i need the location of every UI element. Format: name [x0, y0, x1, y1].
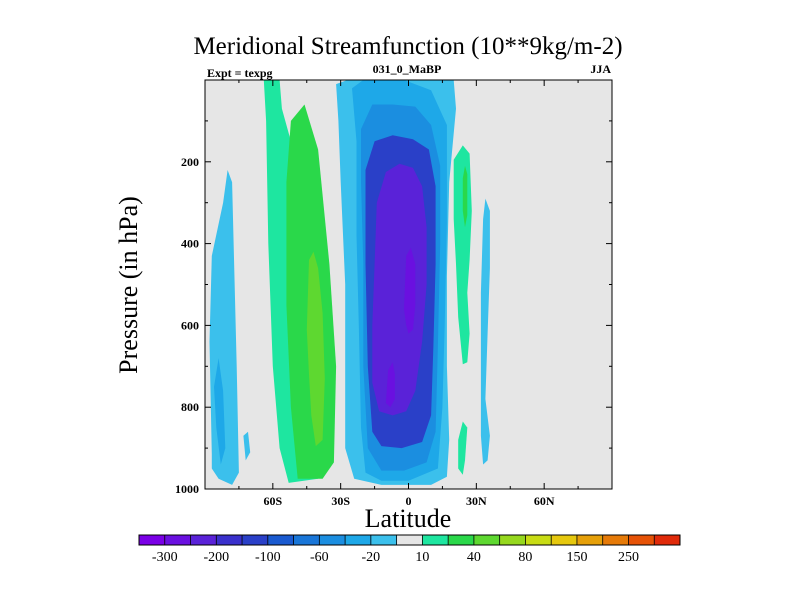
colorbar-frame	[138, 534, 681, 546]
colorbar-label: 150	[566, 550, 587, 565]
contour-cell-nh-blue-strip	[480, 198, 490, 465]
colorbar-label: -200	[203, 550, 229, 565]
colorbar-swatch	[499, 535, 526, 545]
plot-area: 200 400 600 800 1000 60S 30S 0 30N 60N	[175, 79, 613, 508]
contour-cell-hadley-core	[372, 163, 427, 416]
x-axis-title: Latitude	[365, 504, 452, 533]
x-tick-label: 60S	[263, 494, 282, 508]
colorbar-label: 40	[467, 550, 481, 565]
colorbar-swatch	[190, 535, 217, 545]
colorbar-label: -60	[310, 550, 329, 565]
contour-cell-hadley-peak-b	[385, 362, 395, 408]
colorbar-swatch	[139, 535, 166, 545]
colorbar-swatch	[345, 535, 372, 545]
contour-cell-nh-upper-green-inner	[462, 165, 468, 228]
colorbar-label: 250	[618, 550, 639, 565]
colorbar-swatch	[242, 535, 269, 545]
x-tick-label: 0	[406, 494, 412, 508]
colorbar-swatch	[267, 535, 294, 545]
y-axis-title: Pressure (in hPa)	[114, 196, 143, 374]
colorbar-swatch	[370, 535, 397, 545]
contour-cell-sh-outer-low	[243, 431, 251, 461]
colorbar-swatch	[628, 535, 655, 545]
y-tick-label: 1000	[175, 482, 199, 496]
colorbar-label: -300	[152, 550, 178, 565]
contour-cell-ferrel-max	[306, 251, 325, 447]
x-tick-label: 30S	[331, 494, 350, 508]
chart-title: Meridional Streamfunction (10**9kg/m-2)	[193, 33, 622, 60]
x-tick-label: 60N	[534, 494, 555, 508]
colorbar-swatch	[448, 535, 475, 545]
colorbar: -300 -200 -100 -60 -20 10 40 80 150 250	[138, 534, 681, 565]
colorbar-swatch	[576, 535, 604, 545]
contour-cell-hadley-peak-a	[404, 247, 416, 334]
season-label: JJA	[590, 62, 611, 76]
contour-cell-nh-lower-green	[458, 421, 468, 475]
colorbar-swatch	[293, 535, 320, 545]
y-tick-label: 200	[181, 155, 199, 169]
colorbar-swatch	[473, 535, 500, 545]
colorbar-swatch	[422, 535, 449, 545]
colorbar-swatch	[164, 535, 191, 545]
colorbar-swatch	[319, 535, 346, 545]
colorbar-swatch	[602, 535, 629, 545]
colorbar-swatch	[654, 535, 681, 545]
y-tick-label: 600	[181, 318, 199, 332]
y-axis: 200 400 600 800 1000	[175, 120, 612, 496]
y-tick-label: 800	[181, 400, 199, 414]
x-axis: 60S 30S 0 30N 60N	[238, 80, 579, 508]
x-tick-label: 30N	[466, 494, 487, 508]
experiment-label: Expt = texpg	[207, 66, 273, 80]
colorbar-label: 80	[518, 550, 532, 565]
colorbar-swatch	[551, 535, 578, 545]
y-tick-label: 400	[181, 237, 199, 251]
colorbar-label: 10	[415, 550, 429, 565]
contour-fills	[209, 80, 490, 485]
colorbar-swatch	[216, 535, 243, 545]
colorbar-label: -20	[362, 550, 381, 565]
contour-cell-sh-outer-mid	[214, 358, 226, 465]
colorbar-label: -100	[255, 550, 281, 565]
colorbar-swatch	[396, 535, 423, 545]
run-label: 031_0_MaBP	[373, 62, 442, 76]
colorbar-swatch	[525, 535, 552, 545]
